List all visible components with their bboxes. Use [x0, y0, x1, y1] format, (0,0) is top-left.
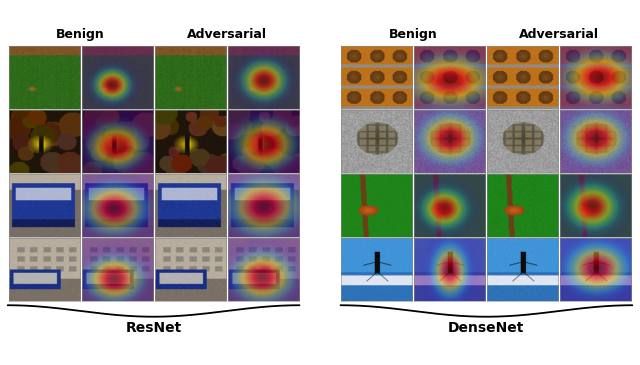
Text: Benign: Benign — [389, 28, 438, 41]
Text: ResNet: ResNet — [125, 321, 182, 335]
Text: Benign: Benign — [56, 28, 105, 41]
Text: Adversarial: Adversarial — [187, 28, 267, 41]
Text: Adversarial: Adversarial — [520, 28, 600, 41]
Text: DenseNet: DenseNet — [448, 321, 525, 335]
